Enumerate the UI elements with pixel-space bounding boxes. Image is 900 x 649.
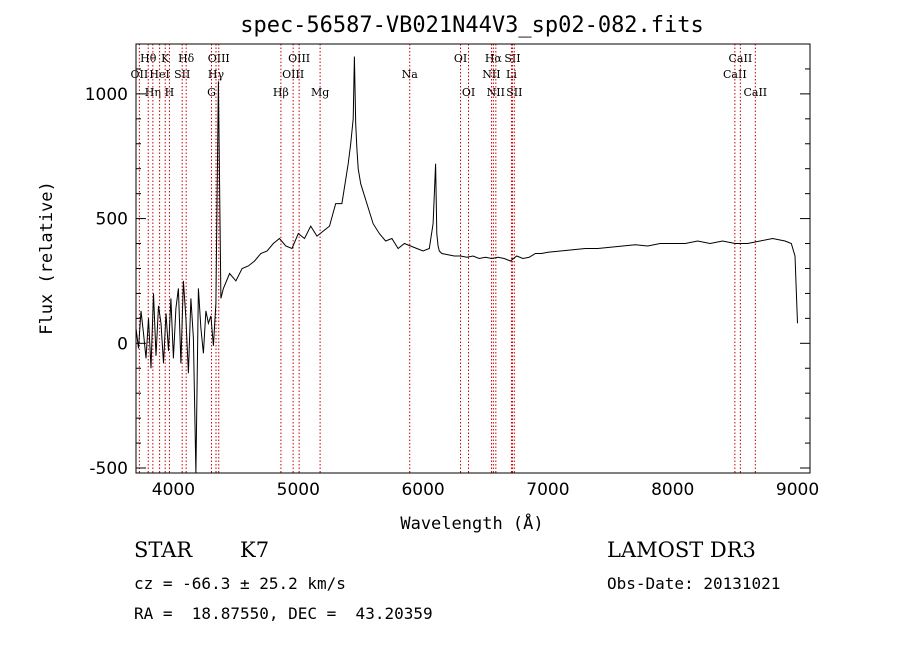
- marker-label-5: H: [165, 86, 175, 99]
- marker-label-1: Hθ: [140, 52, 157, 65]
- marker-label-15: Na: [402, 68, 419, 81]
- x-tick-label-5000: 5000: [277, 480, 320, 500]
- x-tick-label-6000: 6000: [401, 480, 444, 500]
- marker-label-3: HeI: [149, 68, 169, 81]
- marker-label-24: CaII: [723, 68, 747, 81]
- marker-label-0: OII: [131, 68, 149, 81]
- marker-label-21: Li: [506, 68, 517, 81]
- survey-name: LAMOST DR3: [607, 538, 756, 562]
- y-tick-label--500: -500: [89, 459, 128, 479]
- y-tick-label-1000: 1000: [85, 85, 128, 105]
- y-axis-label: Flux (relative): [37, 181, 57, 335]
- marker-label-9: Hγ: [208, 68, 225, 81]
- marker-label-13: OIII: [288, 52, 310, 65]
- marker-label-20: NII: [487, 86, 505, 99]
- marker-label-4: K: [161, 52, 170, 65]
- plot-frame: [135, 43, 811, 474]
- marker-label-26: CaII: [743, 86, 767, 99]
- redshift-velocity: cz = -66.3 ± 25.2 km/s: [134, 574, 346, 593]
- marker-label-12: OIII: [282, 68, 304, 81]
- marker-label-7: Hδ: [178, 52, 195, 65]
- y-tick-label-500: 500: [96, 210, 128, 230]
- marker-label-10: OIII: [208, 52, 230, 65]
- marker-label-23: SII: [506, 86, 522, 99]
- object-subclass: K7: [240, 538, 270, 562]
- marker-label-11: Hβ: [273, 86, 289, 99]
- y-tick-label-0: 0: [117, 334, 128, 354]
- coordinates: RA = 18.87550, DEC = 43.20359: [134, 604, 433, 623]
- emission-line-markers: OII Hθ Hη HeI K H SII Hδ G Hγ OIII Hβ OIII OIII Mg Na OI…: [131, 44, 767, 473]
- marker-label-18: NII: [482, 68, 500, 81]
- object-class: STAR: [134, 538, 193, 562]
- x-tick-label-4000: 4000: [152, 480, 195, 500]
- spectrum-line: [135, 56, 798, 474]
- marker-label-22: SII: [504, 52, 520, 65]
- x-tick-label-9000: 9000: [776, 480, 819, 500]
- axes: 4000 5000 6000 7000 8000 9000 -500 0 500 1000: [85, 43, 819, 500]
- x-tick-label-7000: 7000: [526, 480, 569, 500]
- marker-label-14: Mg: [311, 86, 329, 99]
- marker-label-8: G: [207, 86, 216, 99]
- marker-label-25: CaII: [729, 52, 753, 65]
- marker-label-16: OI: [454, 52, 467, 65]
- x-tick-label-8000: 8000: [651, 480, 694, 500]
- marker-label-17: OI: [462, 86, 475, 99]
- spectrum-series: [135, 56, 798, 474]
- marker-label-6: SII: [174, 68, 190, 81]
- marker-label-19: Hα: [485, 52, 503, 65]
- x-axis-label: Wavelength (Å): [400, 512, 543, 534]
- observation-date: Obs-Date: 20131021: [607, 574, 781, 593]
- chart-title: spec-56587-VB021N44V3_sp02-082.fits: [240, 13, 704, 38]
- marker-label-2: Hη: [145, 86, 161, 99]
